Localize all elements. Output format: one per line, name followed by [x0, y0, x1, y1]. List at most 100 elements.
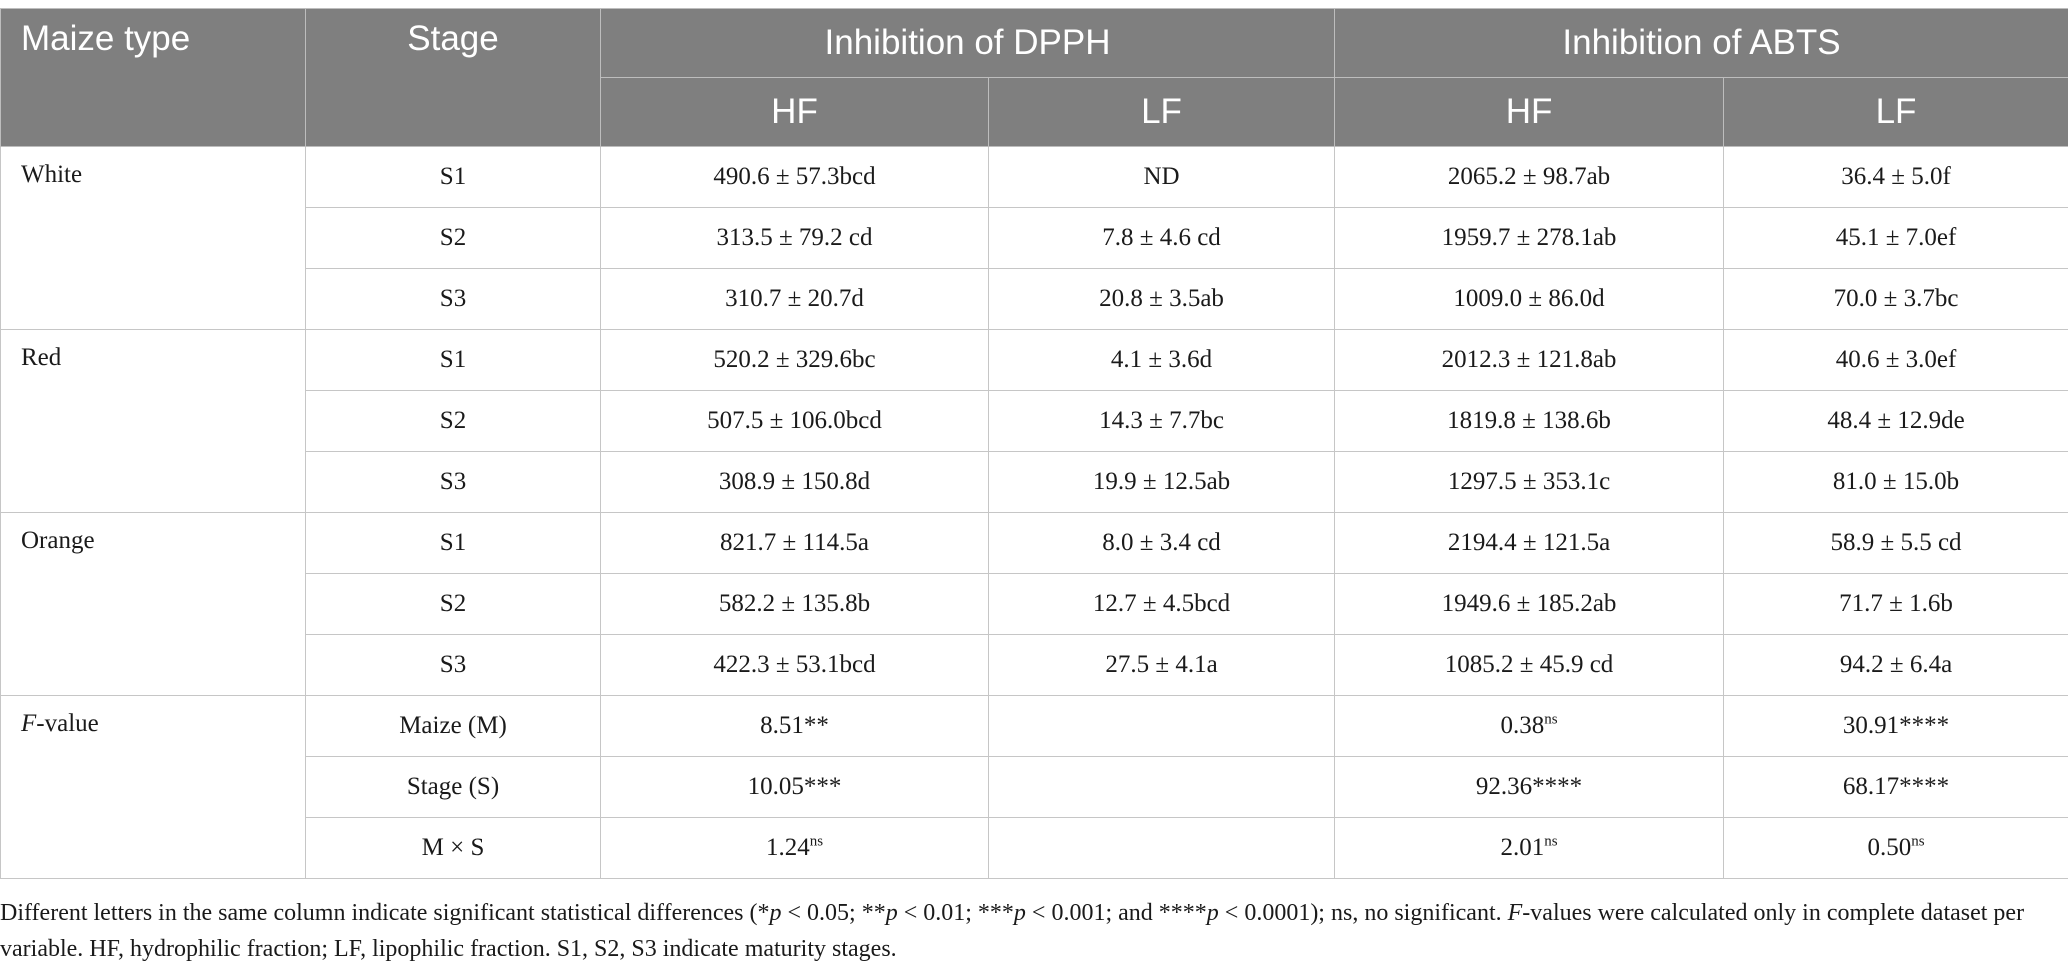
dpph-hf-cell: 310.7 ± 20.7d: [600, 268, 989, 330]
dpph-hf-cell: 507.5 ± 106.0bcd: [600, 390, 989, 452]
footnote-p: p: [1206, 900, 1219, 926]
dpph-lf-cell: 20.8 ± 3.5ab: [987, 268, 1336, 330]
abts-hf-cell: 1959.7 ± 278.1ab: [1334, 207, 1725, 269]
footnote-text: < 0.001; and ****: [1025, 900, 1207, 926]
fvalue-sup: ns: [1911, 833, 1925, 850]
abts-lf-cell: 58.9 ± 5.5 cd: [1723, 512, 2068, 574]
dpph-hf-cell: 821.7 ± 114.5a: [600, 512, 989, 574]
table-container: Maize type Stage Inhibition of DPPH Inhi…: [0, 8, 2068, 879]
header-stage: Stage: [305, 8, 601, 147]
abts-lf-cell: 70.0 ± 3.7bc: [1723, 268, 2068, 330]
fvalue-italic-f: F: [21, 710, 37, 737]
dpph-lf-cell: 14.3 ± 7.7bc: [987, 390, 1336, 452]
footnote-text: < 0.05; **: [781, 900, 886, 926]
factor-cell: M × S: [305, 817, 601, 879]
table-row: Red S1 520.2 ± 329.6bc 4.1 ± 3.6d 2012.3…: [0, 329, 2068, 513]
dpph-lf-cell: ND: [987, 146, 1336, 208]
stage-cell: S3: [305, 634, 601, 696]
dpph-hf-fvalue: 10.05***: [600, 756, 989, 818]
abts-hf-cell: 1009.0 ± 86.0d: [1334, 268, 1725, 330]
dpph-hf-cell: 422.3 ± 53.1bcd: [600, 634, 989, 696]
abts-lf-fvalue: 68.17****: [1723, 756, 2068, 818]
antioxidant-table: Maize type Stage Inhibition of DPPH Inhi…: [0, 8, 2068, 879]
table-row: F-value Maize (M) 8.51** 0.38ns 30.91***…: [0, 695, 2068, 879]
footnote-text: Different letters in the same column ind…: [0, 900, 770, 926]
dpph-lf-fvalue: [987, 817, 1336, 879]
fvalue-number: 30.91****: [1842, 712, 1950, 739]
header-row-1: Maize type Stage Inhibition of DPPH Inhi…: [0, 8, 2068, 147]
abts-hf-fvalue: 2.01ns: [1334, 817, 1725, 879]
header-abts-hf: HF: [1334, 77, 1725, 147]
abts-hf-cell: 1949.6 ± 185.2ab: [1334, 573, 1725, 635]
table-row: S3 310.7 ± 20.7d 20.8 ± 3.5ab 1009.0 ± 8…: [1, 268, 2068, 330]
dpph-lf-fvalue: [987, 756, 1336, 818]
dpph-lf-cell: 4.1 ± 3.6d: [987, 329, 1336, 391]
table-row: S2 313.5 ± 79.2 cd 7.8 ± 4.6 cd 1959.7 ±…: [1, 207, 2068, 269]
footnote-p: p: [769, 900, 782, 926]
footnote-f: F: [1507, 900, 1523, 926]
abts-hf-cell: 2065.2 ± 98.7ab: [1334, 146, 1725, 208]
fvalue-number: 8.51**: [760, 712, 829, 739]
abts-hf-cell: 1819.8 ± 138.6b: [1334, 390, 1725, 452]
fvalue-number: 68.17****: [1842, 773, 1950, 800]
abts-lf-cell: 48.4 ± 12.9de: [1723, 390, 2068, 452]
fvalue-sup: ns: [1544, 711, 1558, 728]
factor-cell: Stage (S): [305, 756, 601, 818]
stage-cell: S1: [305, 146, 601, 208]
header-dpph: Inhibition of DPPH: [599, 8, 1336, 78]
dpph-hf-cell: 582.2 ± 135.8b: [600, 573, 989, 635]
abts-lf-cell: 94.2 ± 6.4a: [1723, 634, 2068, 696]
abts-lf-cell: 45.1 ± 7.0ef: [1723, 207, 2068, 269]
fvalue-sup: ns: [1544, 833, 1558, 850]
table-footnote: Different letters in the same column ind…: [0, 895, 2060, 967]
table-row: S2 582.2 ± 135.8b 12.7 ± 4.5bcd 1949.6 ±…: [1, 573, 2068, 635]
abts-lf-cell: 40.6 ± 3.0ef: [1723, 329, 2068, 391]
dpph-lf-cell: 19.9 ± 12.5ab: [987, 451, 1336, 513]
footnote-text: < 0.0001); ns, no significant.: [1218, 900, 1508, 926]
header-maize-type: Maize type: [0, 8, 306, 147]
dpph-lf-cell: 12.7 ± 4.5bcd: [987, 573, 1336, 635]
footnote-p: p: [885, 900, 898, 926]
table-row: Orange S1 821.7 ± 114.5a 8.0 ± 3.4 cd 21…: [0, 512, 2068, 696]
abts-lf-fvalue: 0.50ns: [1723, 817, 2068, 879]
footnote-text: < 0.01; ***: [897, 900, 1014, 926]
dpph-lf-fvalue: [987, 695, 1336, 757]
stage-cell: S1: [305, 512, 601, 574]
abts-lf-cell: 81.0 ± 15.0b: [1723, 451, 2068, 513]
footnote-p: p: [1013, 900, 1026, 926]
table-row: White S1 490.6 ± 57.3bcd ND 2065.2 ± 98.…: [0, 146, 2068, 330]
dpph-hf-cell: 490.6 ± 57.3bcd: [600, 146, 989, 208]
factor-cell: Maize (M): [305, 695, 601, 757]
fvalue-number: 1.24: [765, 834, 810, 861]
dpph-lf-cell: 8.0 ± 3.4 cd: [987, 512, 1336, 574]
dpph-hf-fvalue: 8.51**: [600, 695, 989, 757]
abts-hf-cell: 1085.2 ± 45.9 cd: [1334, 634, 1725, 696]
dpph-hf-cell: 520.2 ± 329.6bc: [600, 329, 989, 391]
dpph-hf-cell: 308.9 ± 150.8d: [600, 451, 989, 513]
stage-cell: S3: [305, 451, 601, 513]
dpph-hf-cell: 313.5 ± 79.2 cd: [600, 207, 989, 269]
abts-hf-fvalue: 92.36****: [1334, 756, 1725, 818]
table-row: S3 308.9 ± 150.8d 19.9 ± 12.5ab 1297.5 ±…: [1, 451, 2068, 513]
dpph-lf-cell: 7.8 ± 4.6 cd: [987, 207, 1336, 269]
header-abts-lf: LF: [1723, 77, 2068, 147]
abts-hf-fvalue: 0.38ns: [1334, 695, 1725, 757]
group-label-orange: Orange: [0, 512, 306, 696]
abts-hf-cell: 2012.3 ± 121.8ab: [1334, 329, 1725, 391]
table-row: S3 422.3 ± 53.1bcd 27.5 ± 4.1a 1085.2 ± …: [1, 634, 2068, 696]
fvalue-number: 2.01: [1500, 834, 1545, 861]
header-row-2: HF LF HF LF: [1, 77, 2068, 147]
fvalue-number: 10.05***: [747, 773, 842, 800]
stage-cell: S2: [305, 390, 601, 452]
stage-cell: S1: [305, 329, 601, 391]
abts-lf-fvalue: 30.91****: [1723, 695, 2068, 757]
table-row: Stage (S) 10.05*** 92.36**** 68.17****: [1, 756, 2068, 818]
stage-cell: S3: [305, 268, 601, 330]
abts-hf-cell: 1297.5 ± 353.1c: [1334, 451, 1725, 513]
header-dpph-hf: HF: [600, 77, 989, 147]
fvalue-number: 0.50: [1867, 834, 1912, 861]
fvalue-label-rest: -value: [36, 710, 99, 737]
stage-cell: S2: [305, 207, 601, 269]
abts-hf-cell: 2194.4 ± 121.5a: [1334, 512, 1725, 574]
group-label-white: White: [0, 146, 306, 330]
